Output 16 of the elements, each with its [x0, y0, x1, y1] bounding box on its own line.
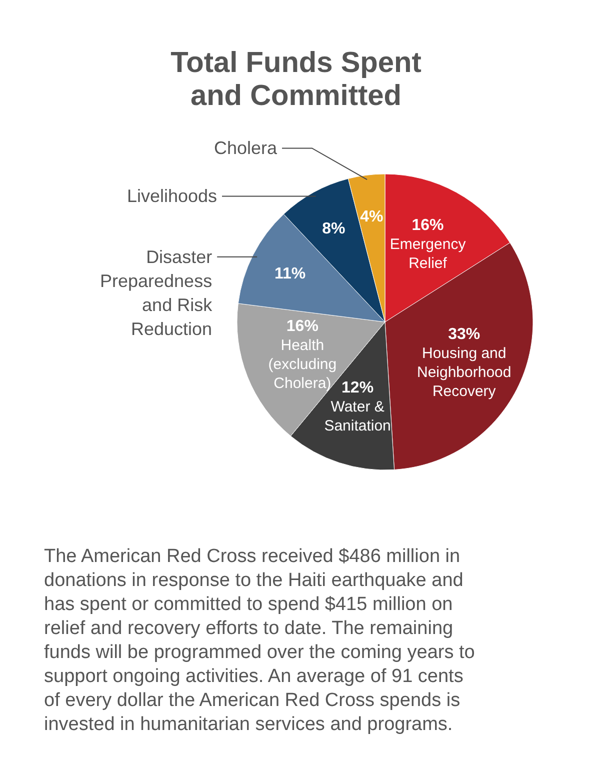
data-label: 11%	[274, 266, 306, 283]
slice-label: Health (excluding Cholera)	[268, 337, 337, 392]
text: The American Red Cross received $486 million in donations in response to the Haiti earthquake and has spent or committed to spend $415 million on relief and recovery efforts to date. The remaining funds will be programmed over the coming years to support ongoing activities. An average of 91 cents of every dollar the American Red Cross spends is invested in humanitarian services and programs.	[44, 546, 475, 735]
data-label: 4%	[360, 208, 384, 226]
slice-label: Livelihoods	[126, 186, 217, 206]
slice-label: Housing and Neighborhood Recovery	[416, 344, 512, 400]
data-label: 16%	[286, 318, 318, 336]
slice-label: Disaster Preparedness and Risk Reduction	[100, 246, 214, 339]
slice-label: Emergency Relief	[390, 236, 466, 272]
chart-title: Total Funds Spent and Committed	[170, 47, 422, 112]
slice-label: Water & Sanitation	[324, 398, 391, 434]
data-label: 12%	[342, 379, 374, 396]
slice-label: Cholera	[214, 138, 278, 158]
data-label: 16%	[412, 217, 444, 234]
data-label: 33%	[448, 326, 480, 343]
data-label: 8%	[322, 220, 346, 238]
